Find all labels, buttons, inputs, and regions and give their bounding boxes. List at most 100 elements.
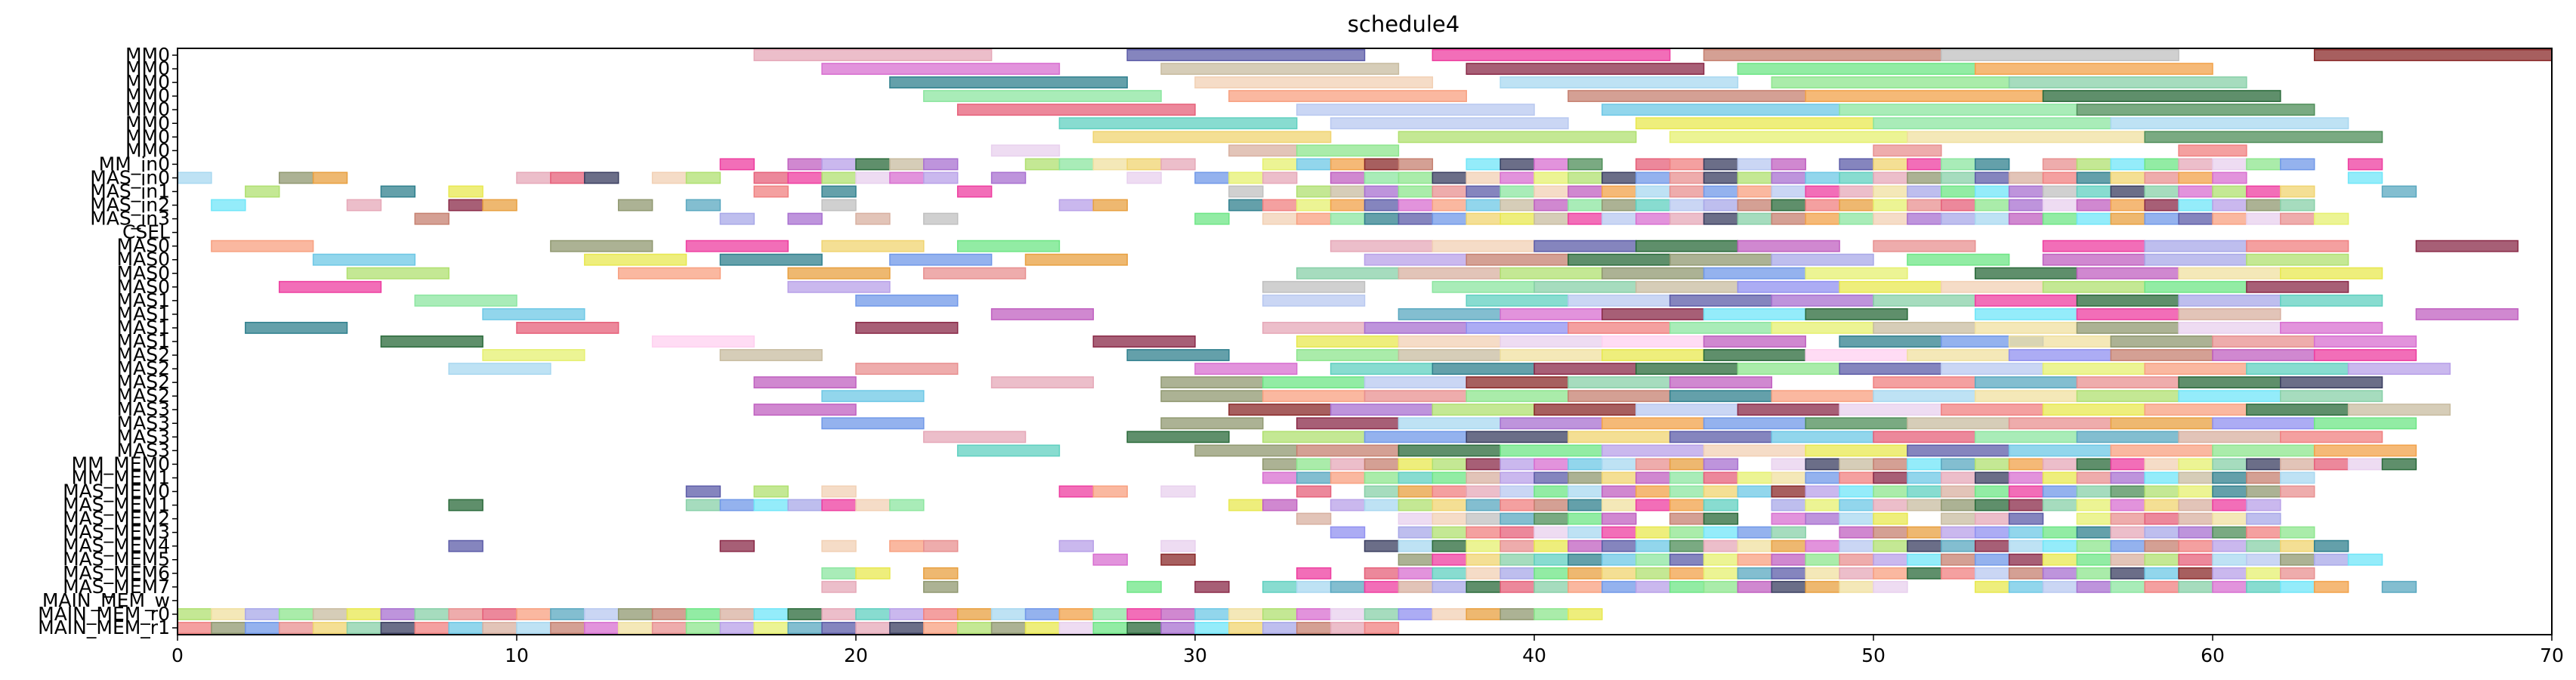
- task-bar-853: [1364, 622, 1400, 634]
- task-bar-543: [1907, 485, 1942, 498]
- task-bar-118: [1974, 172, 2010, 184]
- task-bar-54: [1330, 158, 1366, 171]
- task-bar-791: [685, 607, 721, 620]
- task-bar-103: [1466, 172, 1501, 184]
- task-bar-316: [1703, 308, 1806, 320]
- task-bar-803: [1092, 607, 1128, 620]
- task-bar-775: [2381, 580, 2417, 593]
- task-bar-698: [2008, 553, 2044, 566]
- task-bar-616: [1398, 526, 1434, 539]
- task-bar-431: [1126, 431, 1230, 444]
- task-bar-789: [617, 607, 653, 620]
- task-bar-532: [1534, 485, 1569, 498]
- task-bar-721: [1635, 567, 1671, 580]
- task-bar-810: [1330, 607, 1366, 620]
- task-bar-263: [1024, 253, 1128, 266]
- task-bar-47: [1024, 158, 1061, 171]
- task-bar-173: [1092, 199, 1128, 212]
- y-tick-label: MM0: [125, 71, 170, 93]
- task-bar-475: [1941, 458, 1976, 471]
- task-bar-105: [1534, 172, 1569, 184]
- task-bar-291: [1534, 280, 1637, 293]
- task-bar-359: [1907, 349, 2010, 361]
- task-bar-392: [1160, 390, 1264, 403]
- task-bar-619: [1500, 526, 1535, 539]
- task-bar-601: [1703, 512, 1739, 525]
- task-bar-796: [855, 607, 891, 620]
- task-bar-610: [2110, 512, 2145, 525]
- task-bar-828: [516, 622, 551, 634]
- task-bar-845: [1092, 622, 1128, 634]
- task-bar-579: [1839, 499, 1874, 512]
- task-bar-34: [1907, 131, 2145, 144]
- task-bar-143: [1602, 185, 1637, 198]
- task-bar-514: [2110, 471, 2145, 484]
- task-bar-781: [346, 607, 382, 620]
- task-bar-115: [1873, 172, 1908, 184]
- task-bar-381: [1262, 376, 1366, 389]
- task-bar-683: [1500, 553, 1535, 566]
- task-bar-550: [2144, 485, 2179, 498]
- task-bar-432: [1262, 431, 1366, 444]
- task-bar-456: [1262, 458, 1298, 471]
- task-bar-261: [719, 253, 823, 266]
- task-bar-330: [1771, 321, 1874, 334]
- task-bar-571: [1534, 499, 1569, 512]
- task-bar-154: [1974, 185, 2010, 198]
- task-bar-415: [2246, 403, 2349, 416]
- task-bar-243: [2313, 212, 2349, 225]
- task-bar-123: [2144, 172, 2179, 184]
- task-bar-158: [2110, 185, 2145, 198]
- task-bar-97: [1228, 172, 1264, 184]
- task-bar-660: [1737, 539, 1773, 552]
- task-bar-350: [482, 349, 585, 361]
- task-bar-323: [516, 321, 619, 334]
- task-bar-339: [1296, 335, 1400, 348]
- task-bar-88: [753, 172, 789, 184]
- task-bar-109: [1669, 172, 1705, 184]
- task-bar-831: [617, 622, 653, 634]
- task-bar-253: [1737, 240, 1840, 252]
- y-tick-label: MAS0: [117, 276, 170, 298]
- task-bar-77: [2246, 158, 2281, 171]
- task-bar-575: [1669, 499, 1705, 512]
- task-bar-502: [1703, 471, 1739, 484]
- task-bar-542: [1873, 485, 1908, 498]
- task-bar-627: [1771, 526, 1806, 539]
- task-bar-656: [1602, 539, 1637, 552]
- task-bar-207: [719, 212, 755, 225]
- task-bar-412: [1941, 403, 2044, 416]
- task-bar-319: [2076, 308, 2179, 320]
- task-bar-808: [1262, 607, 1298, 620]
- task-bar-708: [2347, 553, 2383, 566]
- y-tick-label: MM_MEM1: [72, 466, 170, 488]
- task-bar-468: [1669, 458, 1705, 471]
- task-bar-623: [1635, 526, 1671, 539]
- task-bar-651: [1432, 539, 1467, 552]
- task-bar-534: [1602, 485, 1637, 498]
- task-bar-694: [1873, 553, 1908, 566]
- task-bar-138: [1432, 185, 1467, 198]
- task-bar-159: [2144, 185, 2179, 198]
- task-bar-214: [1330, 212, 1366, 225]
- task-bar-9: [1737, 63, 1976, 76]
- task-bar-452: [2008, 444, 2112, 457]
- task-bar-564: [1262, 499, 1298, 512]
- task-bar-547: [2042, 485, 2078, 498]
- task-bar-770: [2178, 580, 2213, 593]
- task-bar-16: [923, 90, 1162, 103]
- task-bar-549: [2110, 485, 2145, 498]
- y-tick-label: MM0: [125, 139, 170, 161]
- task-bar-479: [2076, 458, 2112, 471]
- task-bar-776: [177, 607, 212, 620]
- task-bar-397: [1669, 390, 1773, 403]
- task-bar-255: [2042, 240, 2145, 252]
- task-bar-457: [1296, 458, 1332, 471]
- task-bar-435: [1568, 431, 1671, 444]
- task-bar-254: [1873, 240, 1976, 252]
- task-bar-578: [1805, 499, 1840, 512]
- task-bar-82: [312, 172, 348, 184]
- task-bar-798: [923, 607, 959, 620]
- task-bar-361: [2110, 349, 2213, 361]
- task-bar-608: [2008, 512, 2044, 525]
